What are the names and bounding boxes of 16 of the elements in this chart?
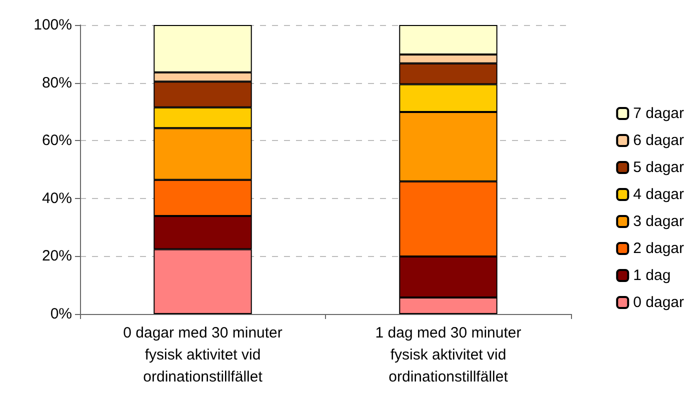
x-tick-label: 1 dag med 30 minuter fysisk aktivitet vid ordinationstillfället [375,324,522,386]
y-tick-label: 80% [42,74,72,92]
legend-label: 1 dag [633,267,671,284]
y-tick-label: 60% [42,132,72,150]
legend-label: 7 dagar [633,105,684,122]
legend-label: 0 dagar [633,294,684,311]
legend-label: 6 dagar [633,132,684,149]
y-tick-label: 100% [34,16,72,34]
y-tick-label: 20% [42,248,72,265]
legend-label: 3 dagar [633,213,684,230]
y-tick-label: 0% [50,306,72,322]
y-tick-label: 40% [42,190,72,207]
x-tick-label: 0 dagar med 30 minuter fysisk aktivitet vid ordinationstillfället [123,324,282,386]
legend-label: 4 dagar [633,186,684,203]
legend-label: 5 dagar [633,159,684,176]
legend-label: 2 dagar [633,240,684,257]
